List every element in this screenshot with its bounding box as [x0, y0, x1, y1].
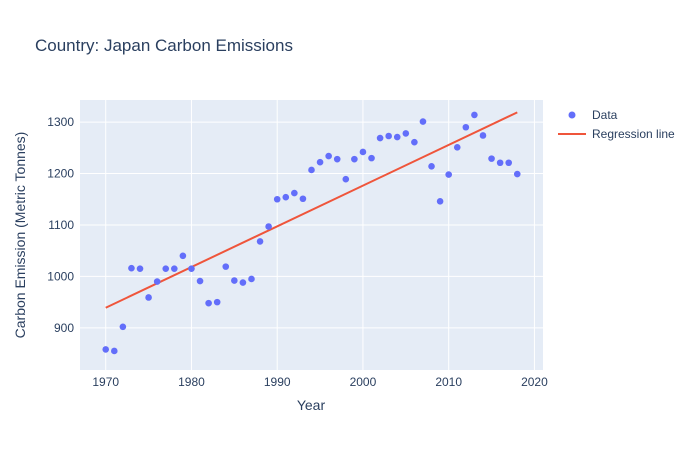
- data-point[interactable]: [316, 158, 324, 166]
- data-point[interactable]: [453, 144, 461, 151]
- data-point[interactable]: [291, 189, 298, 197]
- x-tick-label: 2010: [435, 375, 462, 389]
- data-point[interactable]: [376, 134, 384, 142]
- x-tick-label: 1990: [264, 375, 291, 389]
- data-point[interactable]: [171, 265, 178, 272]
- data-point[interactable]: [428, 163, 435, 170]
- data-point[interactable]: [445, 171, 452, 178]
- regression-series: [105, 111, 518, 309]
- data-point[interactable]: [231, 277, 238, 284]
- data-point[interactable]: [213, 298, 221, 306]
- data-point[interactable]: [136, 265, 144, 272]
- y-tick-label: 1300: [47, 115, 74, 129]
- data-point[interactable]: [239, 279, 247, 286]
- data-point[interactable]: [436, 198, 444, 205]
- data-point[interactable]: [299, 195, 307, 203]
- data-point[interactable]: [162, 265, 170, 272]
- data-point[interactable]: [496, 159, 504, 167]
- regression-line: [105, 111, 518, 309]
- y-tick-label: 1100: [48, 218, 74, 232]
- data-point[interactable]: [110, 347, 118, 355]
- data-point[interactable]: [325, 152, 332, 160]
- legend-label-regression: Regression line: [592, 127, 675, 141]
- legend-item-data[interactable]: Data: [568, 108, 618, 122]
- data-point[interactable]: [145, 294, 152, 301]
- legend-item-regression[interactable]: Regression line: [558, 127, 675, 141]
- legend-label-data: Data: [592, 108, 618, 122]
- data-point[interactable]: [248, 275, 255, 283]
- y-tick-label: 900: [54, 321, 74, 335]
- data-point[interactable]: [273, 195, 281, 203]
- x-tick-label: 2000: [350, 375, 377, 389]
- data-point[interactable]: [128, 264, 135, 272]
- y-tick-label: 1000: [47, 269, 74, 283]
- data-point[interactable]: [402, 130, 410, 137]
- x-axis-label: Year: [297, 397, 326, 413]
- data-point[interactable]: [351, 155, 358, 163]
- data-point[interactable]: [368, 154, 375, 162]
- legend-marker-data: [568, 111, 576, 119]
- chart-title: Country: Japan Carbon Emissions: [35, 36, 293, 55]
- data-point[interactable]: [308, 166, 315, 174]
- data-point[interactable]: [513, 170, 521, 178]
- data-point[interactable]: [333, 155, 341, 163]
- data-point[interactable]: [196, 277, 204, 285]
- data-point[interactable]: [393, 133, 401, 141]
- data-point[interactable]: [102, 346, 110, 353]
- data-point[interactable]: [411, 138, 418, 146]
- x-tick-labels: 1970 1980 1990 2000 2010 2020: [92, 375, 548, 389]
- data-point[interactable]: [205, 299, 212, 307]
- x-tick-label: 2020: [521, 375, 548, 389]
- x-tick-label: 1980: [178, 375, 205, 389]
- data-point[interactable]: [488, 155, 495, 162]
- data-point[interactable]: [179, 252, 187, 260]
- data-point[interactable]: [471, 111, 478, 119]
- gridlines: [80, 100, 543, 370]
- plot-area: [80, 100, 543, 370]
- data-point[interactable]: [342, 175, 350, 183]
- data-point[interactable]: [479, 132, 487, 139]
- data-point[interactable]: [359, 148, 367, 156]
- data-series: [102, 111, 521, 355]
- data-point[interactable]: [256, 238, 264, 245]
- y-tick-label: 1200: [47, 167, 74, 181]
- x-tick-label: 1970: [92, 375, 119, 389]
- data-point[interactable]: [419, 118, 427, 125]
- data-point[interactable]: [153, 278, 161, 285]
- data-point[interactable]: [119, 323, 127, 331]
- y-tick-labels: 900 1000 1100 1200 1300: [47, 115, 74, 335]
- data-point[interactable]: [385, 132, 392, 140]
- data-point[interactable]: [188, 265, 195, 272]
- data-point[interactable]: [462, 123, 470, 131]
- data-point[interactable]: [265, 223, 272, 230]
- data-point[interactable]: [222, 263, 230, 270]
- legend[interactable]: Data Regression line: [558, 108, 675, 141]
- data-point[interactable]: [282, 193, 290, 201]
- y-axis-label: Carbon Emission (Metric Tonnes): [12, 132, 28, 339]
- data-point[interactable]: [505, 159, 513, 167]
